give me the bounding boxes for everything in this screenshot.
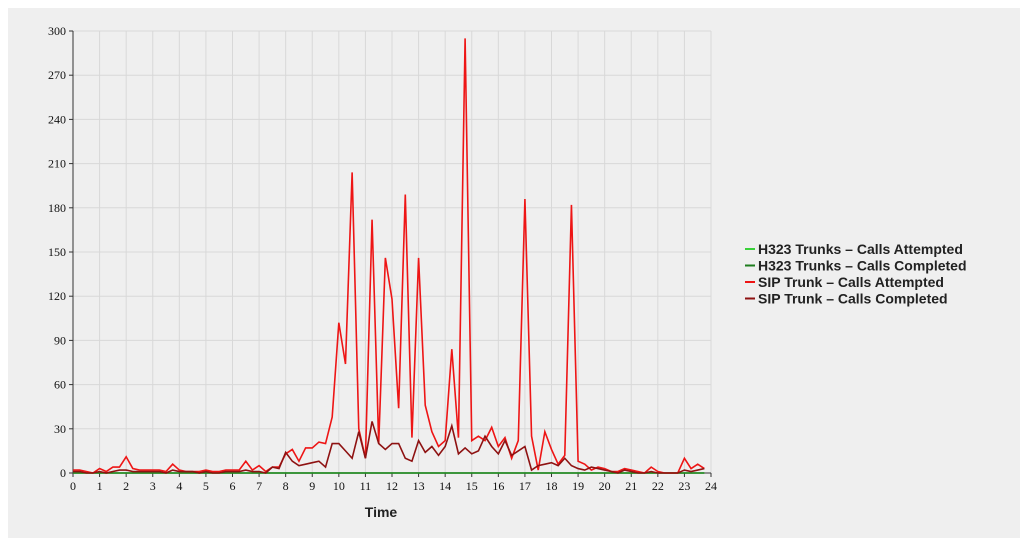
x-tick-label: 12 (386, 479, 398, 493)
x-tick-label: 8 (283, 479, 289, 493)
panel (8, 8, 1020, 538)
x-tick-label: 10 (333, 479, 345, 493)
legend-label: SIP Trunk – Calls Attempted (758, 274, 944, 290)
x-tick-label: 11 (360, 479, 372, 493)
legend-label: SIP Trunk – Calls Completed (758, 291, 948, 307)
x-tick-label: 16 (492, 479, 504, 493)
x-tick-label: 3 (150, 479, 156, 493)
x-tick-label: 24 (705, 479, 717, 493)
x-tick-label: 18 (546, 479, 558, 493)
legend-label: H323 Trunks – Calls Completed (758, 258, 967, 274)
x-tick-label: 7 (256, 479, 262, 493)
y-tick-label: 180 (48, 201, 66, 215)
series-line (73, 38, 705, 474)
x-tick-label: 2 (123, 479, 129, 493)
x-tick-label: 15 (466, 479, 478, 493)
series-line (73, 421, 705, 474)
y-tick-label: 120 (48, 289, 66, 303)
x-tick-label: 13 (413, 479, 425, 493)
y-tick-label: 300 (48, 24, 66, 38)
y-tick-label: 270 (48, 68, 66, 82)
x-tick-label: 21 (625, 479, 637, 493)
y-tick-label: 90 (54, 333, 66, 347)
x-tick-label: 9 (309, 479, 315, 493)
x-tick-label: 1 (97, 479, 103, 493)
x-tick-label: 20 (599, 479, 611, 493)
y-tick-label: 30 (54, 422, 66, 436)
x-tick-label: 14 (439, 479, 451, 493)
x-axis-title: Time (365, 504, 398, 520)
x-tick-label: 5 (203, 479, 209, 493)
x-tick-label: 23 (678, 479, 690, 493)
y-tick-label: 150 (48, 245, 66, 259)
x-tick-label: 22 (652, 479, 664, 493)
x-tick-label: 6 (230, 479, 236, 493)
x-tick-label: 0 (70, 479, 76, 493)
x-tick-label: 4 (176, 479, 182, 493)
x-tick-label: 17 (519, 479, 531, 493)
x-tick-label: 19 (572, 479, 584, 493)
y-tick-label: 0 (60, 466, 66, 480)
y-tick-label: 210 (48, 157, 66, 171)
y-tick-label: 60 (54, 378, 66, 392)
legend-label: H323 Trunks – Calls Attempted (758, 241, 963, 257)
y-tick-label: 240 (48, 112, 66, 126)
